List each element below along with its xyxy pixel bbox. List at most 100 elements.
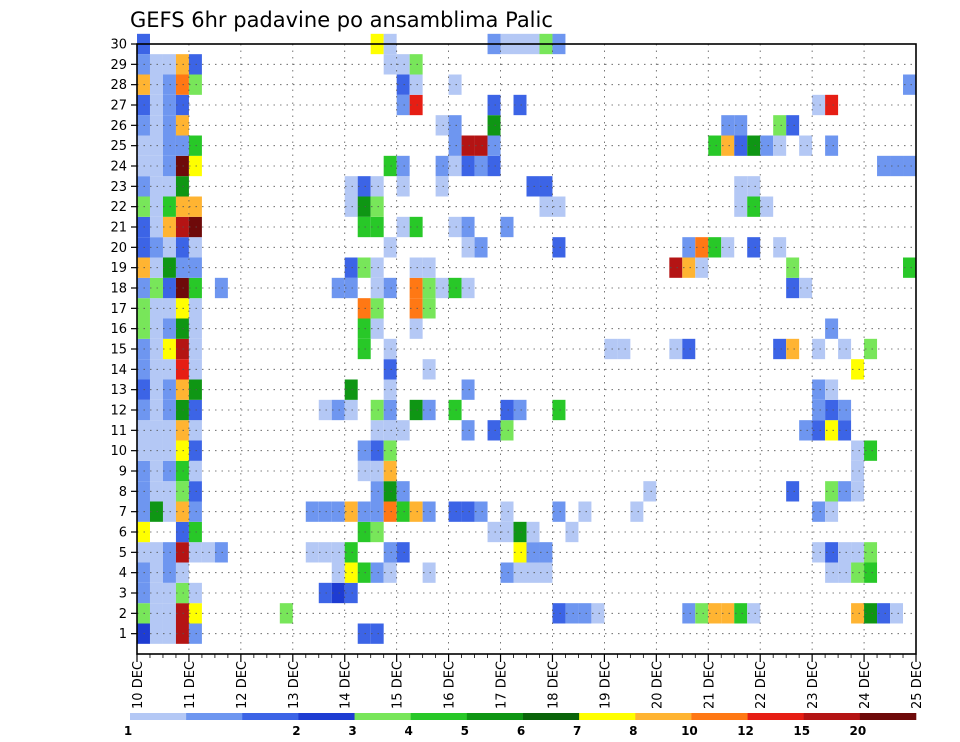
heatmap-cell bbox=[188, 298, 202, 319]
heatmap-cell bbox=[149, 74, 163, 95]
heatmap-cell bbox=[812, 379, 826, 400]
heatmap-cell bbox=[864, 338, 878, 360]
y-tick-label: 22 bbox=[110, 200, 127, 215]
heatmap-cell bbox=[799, 135, 813, 156]
heatmap-cell bbox=[448, 216, 462, 238]
heatmap-cell bbox=[188, 237, 202, 258]
heatmap-cell bbox=[175, 216, 189, 238]
x-tick-label: 13 DEC bbox=[287, 661, 302, 709]
heatmap-cell bbox=[188, 542, 202, 563]
heatmap-cell bbox=[565, 521, 579, 543]
heatmap-cell bbox=[162, 582, 176, 604]
heatmap-cell bbox=[305, 501, 319, 522]
heatmap-cell bbox=[175, 115, 189, 136]
heatmap-cell bbox=[162, 115, 176, 136]
heatmap-cell bbox=[357, 196, 371, 217]
heatmap-cell bbox=[162, 481, 176, 502]
heatmap-cell bbox=[383, 460, 397, 482]
heatmap-cell bbox=[448, 501, 462, 522]
heatmap-cell bbox=[188, 338, 202, 360]
colorbar-legend: 1 2 3 4 5 6 7 8 10 12 15 20 bbox=[124, 713, 917, 738]
heatmap-cell bbox=[682, 257, 696, 278]
heatmap-cell bbox=[708, 237, 722, 258]
heatmap-cell bbox=[734, 603, 748, 624]
heatmap-cell bbox=[137, 440, 150, 461]
heatmap-cell bbox=[539, 176, 553, 197]
heatmap-cell bbox=[825, 501, 839, 522]
heatmap-cell bbox=[422, 399, 436, 421]
heatmap-cell bbox=[396, 176, 410, 197]
heatmap-cell bbox=[786, 257, 800, 278]
heatmap-cell bbox=[370, 623, 384, 644]
colorbar-label: 3 bbox=[348, 724, 356, 738]
heatmap-cell bbox=[422, 562, 436, 583]
heatmap-cell bbox=[812, 94, 826, 116]
heatmap-cell bbox=[474, 237, 488, 258]
heatmap-cell bbox=[175, 562, 189, 583]
heatmap-cell bbox=[812, 420, 826, 441]
heatmap-cell bbox=[175, 582, 189, 604]
heatmap-cell bbox=[149, 94, 163, 116]
heatmap-cell bbox=[474, 155, 488, 177]
heatmap-cell bbox=[137, 582, 150, 604]
heatmap-cell bbox=[175, 460, 189, 482]
heatmap-cell bbox=[370, 176, 384, 197]
heatmap-cell bbox=[409, 216, 423, 238]
heatmap-cell bbox=[149, 603, 163, 624]
heatmap-cell bbox=[448, 155, 462, 177]
heatmap-cell bbox=[137, 216, 150, 238]
x-tick-label: 16 DEC bbox=[443, 661, 458, 709]
heatmap-cell bbox=[461, 277, 475, 299]
heatmap-cell bbox=[409, 94, 423, 116]
heatmap-cell bbox=[175, 54, 189, 75]
heatmap-cell bbox=[137, 359, 150, 380]
heatmap-cell bbox=[305, 542, 319, 563]
heatmap-cell bbox=[565, 603, 579, 624]
heatmap-cell bbox=[149, 155, 163, 177]
heatmap-cell bbox=[734, 176, 748, 197]
y-tick-label: 24 bbox=[110, 160, 127, 175]
heatmap-cell bbox=[786, 481, 800, 502]
heatmap-cell bbox=[552, 501, 566, 522]
heatmap-cell bbox=[682, 603, 696, 624]
heatmap-cell bbox=[513, 399, 527, 421]
colorbar-label: 7 bbox=[573, 724, 581, 738]
heatmap-cell bbox=[188, 582, 202, 604]
heatmap-cell bbox=[188, 318, 202, 339]
heatmap-cell bbox=[812, 399, 826, 421]
x-tick-label: 12 DEC bbox=[235, 661, 250, 709]
heatmap-cell bbox=[487, 135, 501, 156]
heatmap-cell bbox=[137, 338, 150, 360]
heatmap-cell bbox=[279, 603, 293, 624]
colorbar-swatch bbox=[242, 713, 299, 720]
heatmap-cell bbox=[669, 257, 683, 278]
heatmap-cell bbox=[500, 501, 514, 522]
y-tick-label: 1 bbox=[119, 627, 127, 642]
heatmap-cell bbox=[851, 460, 865, 482]
heatmap-cell bbox=[396, 542, 410, 563]
heatmap-cell bbox=[175, 277, 189, 299]
heatmap-cell bbox=[162, 562, 176, 583]
heatmap-cell bbox=[513, 562, 527, 583]
heatmap-cell bbox=[851, 359, 865, 380]
heatmap-cell bbox=[708, 135, 722, 156]
heatmap-cell bbox=[383, 277, 397, 299]
colorbar-swatch bbox=[859, 713, 917, 720]
heatmap-cell bbox=[188, 379, 202, 400]
heatmap-cell bbox=[188, 623, 202, 644]
heatmap-cell bbox=[461, 501, 475, 522]
heatmap-cell bbox=[448, 399, 462, 421]
heatmap-cell bbox=[162, 623, 176, 644]
heatmap-cell bbox=[864, 562, 878, 583]
x-tick-label: 23 DEC bbox=[806, 661, 821, 709]
heatmap-cell bbox=[799, 277, 813, 299]
heatmap-cell bbox=[149, 562, 163, 583]
heatmap-cell bbox=[188, 521, 202, 543]
heatmap-cell bbox=[409, 501, 423, 522]
heatmap-cell bbox=[578, 603, 592, 624]
heatmap-cell bbox=[851, 562, 865, 583]
heatmap-cell bbox=[383, 54, 397, 75]
heatmap-cell bbox=[162, 237, 176, 258]
heatmap-cell bbox=[448, 277, 462, 299]
heatmap-cell bbox=[162, 216, 176, 238]
